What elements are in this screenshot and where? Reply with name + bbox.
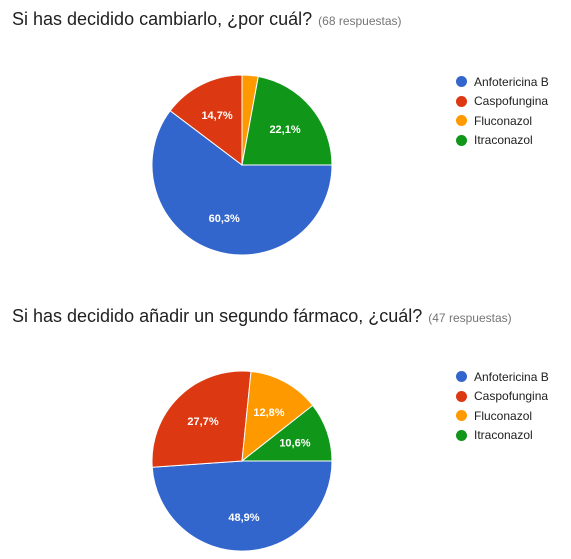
legend-item: Itraconazol — [456, 131, 549, 151]
pie-slice-fluconazol — [241, 370, 314, 463]
legend-label: Fluconazol — [474, 113, 533, 128]
pie-slice-caspofungina — [151, 370, 252, 468]
legend-swatch — [456, 371, 467, 383]
legend-label: Itraconazol — [474, 133, 533, 148]
legend-item: Fluconazol — [456, 111, 549, 131]
legend-item: Anfotericina B — [456, 367, 549, 387]
chart-title-row: Si has decidido añadir un segundo fármac… — [12, 306, 512, 327]
slice-percent-label: 12,8% — [253, 407, 284, 419]
pie-slice-itraconazol — [241, 75, 333, 166]
legend-label: Anfotericina B — [474, 74, 549, 89]
legend-swatch — [456, 95, 467, 107]
response-count: (68 respuestas) — [318, 14, 402, 28]
pie-slice-anfotericina-b — [151, 460, 333, 552]
legend-label: Anfotericina B — [474, 369, 549, 384]
chart-legend: Anfotericina B Caspofungina Fluconazol Itra… — [456, 72, 549, 150]
slice-percent-label: 10,6% — [279, 438, 310, 450]
legend-swatch — [456, 429, 467, 441]
legend-label: Caspofungina — [474, 94, 549, 109]
legend-label: Caspofungina — [474, 389, 549, 404]
chart-title: Si has decidido cambiarlo, ¿por cuál? — [12, 9, 313, 29]
legend-label: Itraconazol — [474, 428, 533, 443]
chart-legend: Anfotericina B Caspofungina Fluconazol Itra… — [456, 367, 549, 445]
legend-swatch — [456, 390, 467, 402]
pie-chart: 48,9% 27,7% 12,8% 10,6% — [151, 370, 333, 552]
legend-item: Caspofungina — [456, 387, 549, 407]
legend-item: Itraconazol — [456, 426, 549, 446]
pie-slice-anfotericina-b — [151, 110, 333, 256]
chart-title-row: Si has decidido cambiarlo, ¿por cuál? (68… — [12, 9, 402, 30]
legend-swatch — [456, 76, 467, 88]
pie-slice-caspofungina — [169, 74, 243, 167]
legend-label: Fluconazol — [474, 408, 533, 423]
legend-swatch — [456, 115, 467, 127]
chart-title: Si has decidido añadir un segundo fármac… — [12, 306, 423, 326]
pie-chart: 60,3% 14,7% 22,1% — [151, 74, 333, 256]
legend-swatch — [456, 410, 467, 422]
response-count: (47 respuestas) — [428, 311, 512, 325]
legend-item: Anfotericina B — [456, 72, 549, 92]
slice-percent-label: 60,3% — [209, 213, 240, 225]
slice-percent-label: 22,1% — [269, 124, 300, 136]
chart-panel-1: Si has decidido cambiarlo, ¿por cuál? (68… — [12, 9, 549, 256]
pie-slice-itraconazol — [240, 404, 333, 462]
slice-percent-label: 48,9% — [228, 512, 259, 524]
slice-percent-label: 14,7% — [201, 110, 232, 122]
legend-item: Caspofungina — [456, 92, 549, 112]
legend-item: Fluconazol — [456, 406, 549, 426]
legend-swatch — [456, 134, 467, 146]
slice-percent-label: 27,7% — [187, 416, 218, 428]
chart-panel-2: Si has decidido añadir un segundo fármac… — [0, 295, 571, 559]
